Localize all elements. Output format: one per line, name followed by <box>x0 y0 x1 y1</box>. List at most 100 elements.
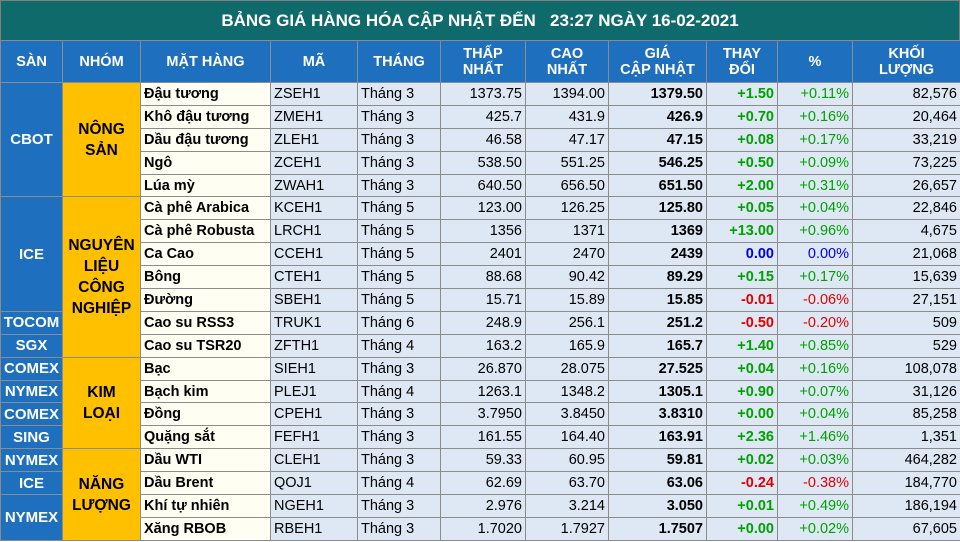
table-row: Dầu đậu tương ZLEH1 Tháng 3 46.58 47.17 47.15… <box>1 127 960 152</box>
group-cell: KIM LOẠI <box>62 356 141 450</box>
month: Tháng 6 <box>357 310 441 335</box>
price: 1379.50 <box>608 82 707 106</box>
percent: -0.20% <box>777 310 853 335</box>
percent: -0.38% <box>777 471 853 496</box>
month: Tháng 5 <box>357 265 441 290</box>
change: +0.00 <box>706 402 778 427</box>
code: ZLEH1 <box>270 127 358 152</box>
item-name: Dầu WTI <box>140 448 271 473</box>
volume: 85,258 <box>852 402 960 427</box>
low: 62.69 <box>440 471 526 496</box>
low: 2.976 <box>440 494 526 518</box>
table-row: COMEX Đồng CPEH1 Tháng 3 3.7950 3.8450 3.8310 +… <box>0 402 960 427</box>
change: +13.00 <box>706 219 778 244</box>
item-name: Cao su TSR20 <box>140 333 271 358</box>
code: NGEH1 <box>270 494 358 518</box>
price-table: SÀN NHÓM MẶT HÀNG MÃ THÁNG THẤP NHẤT CAO NHẤT G… <box>0 40 960 541</box>
percent: 0.00% <box>777 242 853 267</box>
percent: +0.03% <box>777 448 853 473</box>
change: +0.90 <box>706 379 778 404</box>
volume: 31,126 <box>852 379 960 404</box>
high: 28.075 <box>525 356 609 381</box>
change: +0.08 <box>706 127 778 152</box>
table-row: Ca Cao CCEH1 Tháng 5 2401 2470 2439 0.00 0.00% 2… <box>1 242 960 267</box>
column-header: CAO NHẤT <box>525 40 609 83</box>
volume: 15,639 <box>852 265 960 290</box>
volume: 464,282 <box>852 448 960 473</box>
column-header: MÃ <box>270 40 358 83</box>
month: Tháng 3 <box>357 127 441 152</box>
price: 251.2 <box>608 310 707 335</box>
code: RBEH1 <box>270 516 358 541</box>
high: 1371 <box>525 219 609 244</box>
price: 2439 <box>608 242 707 267</box>
volume: 186,194 <box>852 494 960 518</box>
price: 1.7507 <box>608 516 707 541</box>
change: +2.00 <box>706 173 778 198</box>
price: 47.15 <box>608 127 707 152</box>
item-name: Cà phê Arabica <box>140 196 271 221</box>
code: SBEH1 <box>270 288 358 312</box>
code: CCEH1 <box>270 242 358 267</box>
item-name: Bạc <box>140 356 271 381</box>
month: Tháng 5 <box>357 196 441 221</box>
code: PLEJ1 <box>270 379 358 404</box>
table-body: CBOT NÔNG SẢN Đậu tương ZSEH1 Tháng 3 1373.75… <box>0 81 960 541</box>
high: 47.17 <box>525 127 609 152</box>
exchange-cell: COMEX <box>0 402 63 427</box>
change: +0.01 <box>706 494 778 518</box>
column-header: SÀN <box>0 40 63 83</box>
percent: +0.11% <box>777 82 853 106</box>
change: +0.05 <box>706 196 778 221</box>
low: 163.2 <box>440 333 526 358</box>
price: 15.85 <box>608 288 707 312</box>
price: 1369 <box>608 219 707 244</box>
high: 656.50 <box>525 173 609 198</box>
month: Tháng 4 <box>357 471 441 496</box>
low: 425.7 <box>440 104 526 129</box>
price: 27.525 <box>608 356 707 381</box>
header-row: SÀN NHÓM MẶT HÀNG MÃ THÁNG THẤP NHẤT CAO NHẤT G… <box>0 40 960 83</box>
volume: 4,675 <box>852 219 960 244</box>
item-name: Lúa mỳ <box>140 173 271 198</box>
high: 165.9 <box>525 333 609 358</box>
change: +1.40 <box>706 333 778 358</box>
price: 59.81 <box>608 448 707 473</box>
table-row: Bông CTEH1 Tháng 5 88.68 90.42 89.29 +0.15 +0.1… <box>1 265 960 290</box>
volume: 26,657 <box>852 173 960 198</box>
table-row: ICE NGUYÊN LIỆU CÔNG NGHIỆP Cà phê Arabica… <box>0 196 960 358</box>
low: 538.50 <box>440 150 526 175</box>
table-row: NYMEX NĂNG LƯỢNG Dầu WTI CLEH1 Tháng 3 59.33 6… <box>0 448 960 541</box>
low: 1373.75 <box>440 82 526 106</box>
table-row: COMEX KIM LOẠI Bạc SIEH1 Tháng 3 26.870 28.075… <box>0 356 960 450</box>
code: ZCEH1 <box>270 150 358 175</box>
change: +0.50 <box>706 150 778 175</box>
volume: 82,576 <box>852 82 960 106</box>
table-row: Ngô ZCEH1 Tháng 3 538.50 551.25 546.25 +0.50 +0… <box>1 150 960 175</box>
table-row: Lúa mỳ ZWAH1 Tháng 3 640.50 656.50 651.50 +2.0… <box>1 173 960 198</box>
change: +0.04 <box>706 356 778 381</box>
volume: 529 <box>852 333 960 358</box>
item-name: Đậu tương <box>140 82 271 106</box>
code: CTEH1 <box>270 265 358 290</box>
high: 256.1 <box>525 310 609 335</box>
month: Tháng 3 <box>357 173 441 198</box>
low: 26.870 <box>440 356 526 381</box>
month: Tháng 3 <box>357 516 441 541</box>
percent: -0.06% <box>777 288 853 312</box>
price: 163.91 <box>608 425 707 450</box>
change: +1.50 <box>706 82 778 106</box>
low: 248.9 <box>440 310 526 335</box>
low: 2401 <box>440 242 526 267</box>
item-name: Ngô <box>140 150 271 175</box>
month: Tháng 3 <box>357 104 441 129</box>
volume: 21,068 <box>852 242 960 267</box>
month: Tháng 3 <box>357 425 441 450</box>
low: 1356 <box>440 219 526 244</box>
low: 59.33 <box>440 448 526 473</box>
column-header: THAY ĐỔI <box>706 40 778 83</box>
item-name: Xăng RBOB <box>140 516 271 541</box>
exchange-cell: COMEX <box>0 356 63 381</box>
table-row: NYMEX Khí tự nhiên NGEH1 Tháng 3 2.976 3.214 3… <box>0 494 960 541</box>
price: 546.25 <box>608 150 707 175</box>
